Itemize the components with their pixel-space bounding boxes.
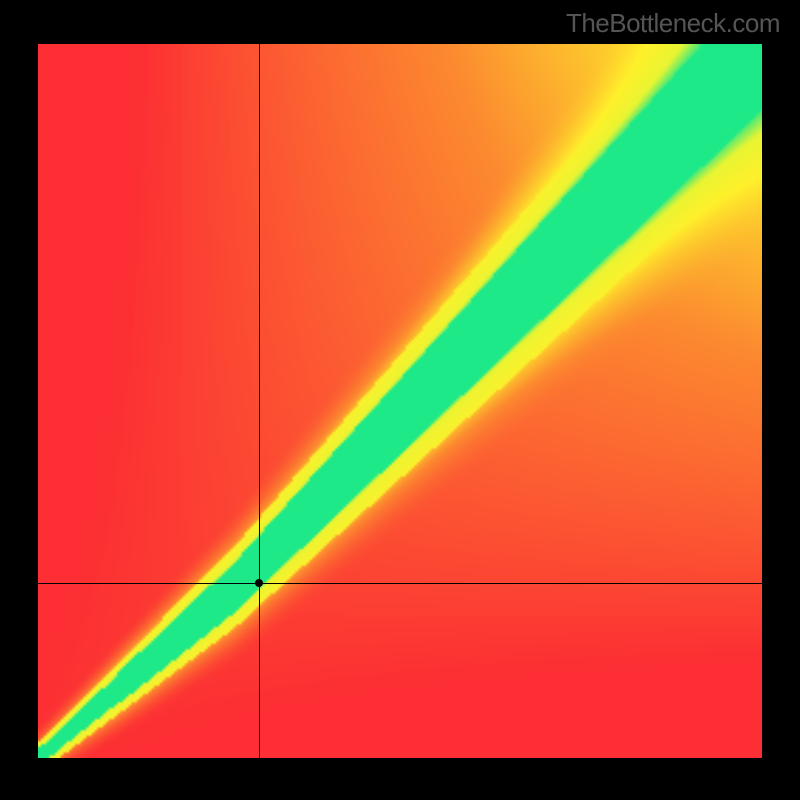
crosshair-horizontal xyxy=(38,583,762,584)
watermark-text: TheBottleneck.com xyxy=(566,8,780,39)
heatmap-chart xyxy=(38,44,762,758)
marker-dot xyxy=(255,579,263,587)
crosshair-vertical xyxy=(259,44,260,758)
heatmap-canvas xyxy=(38,44,762,758)
page-root: TheBottleneck.com xyxy=(0,0,800,800)
